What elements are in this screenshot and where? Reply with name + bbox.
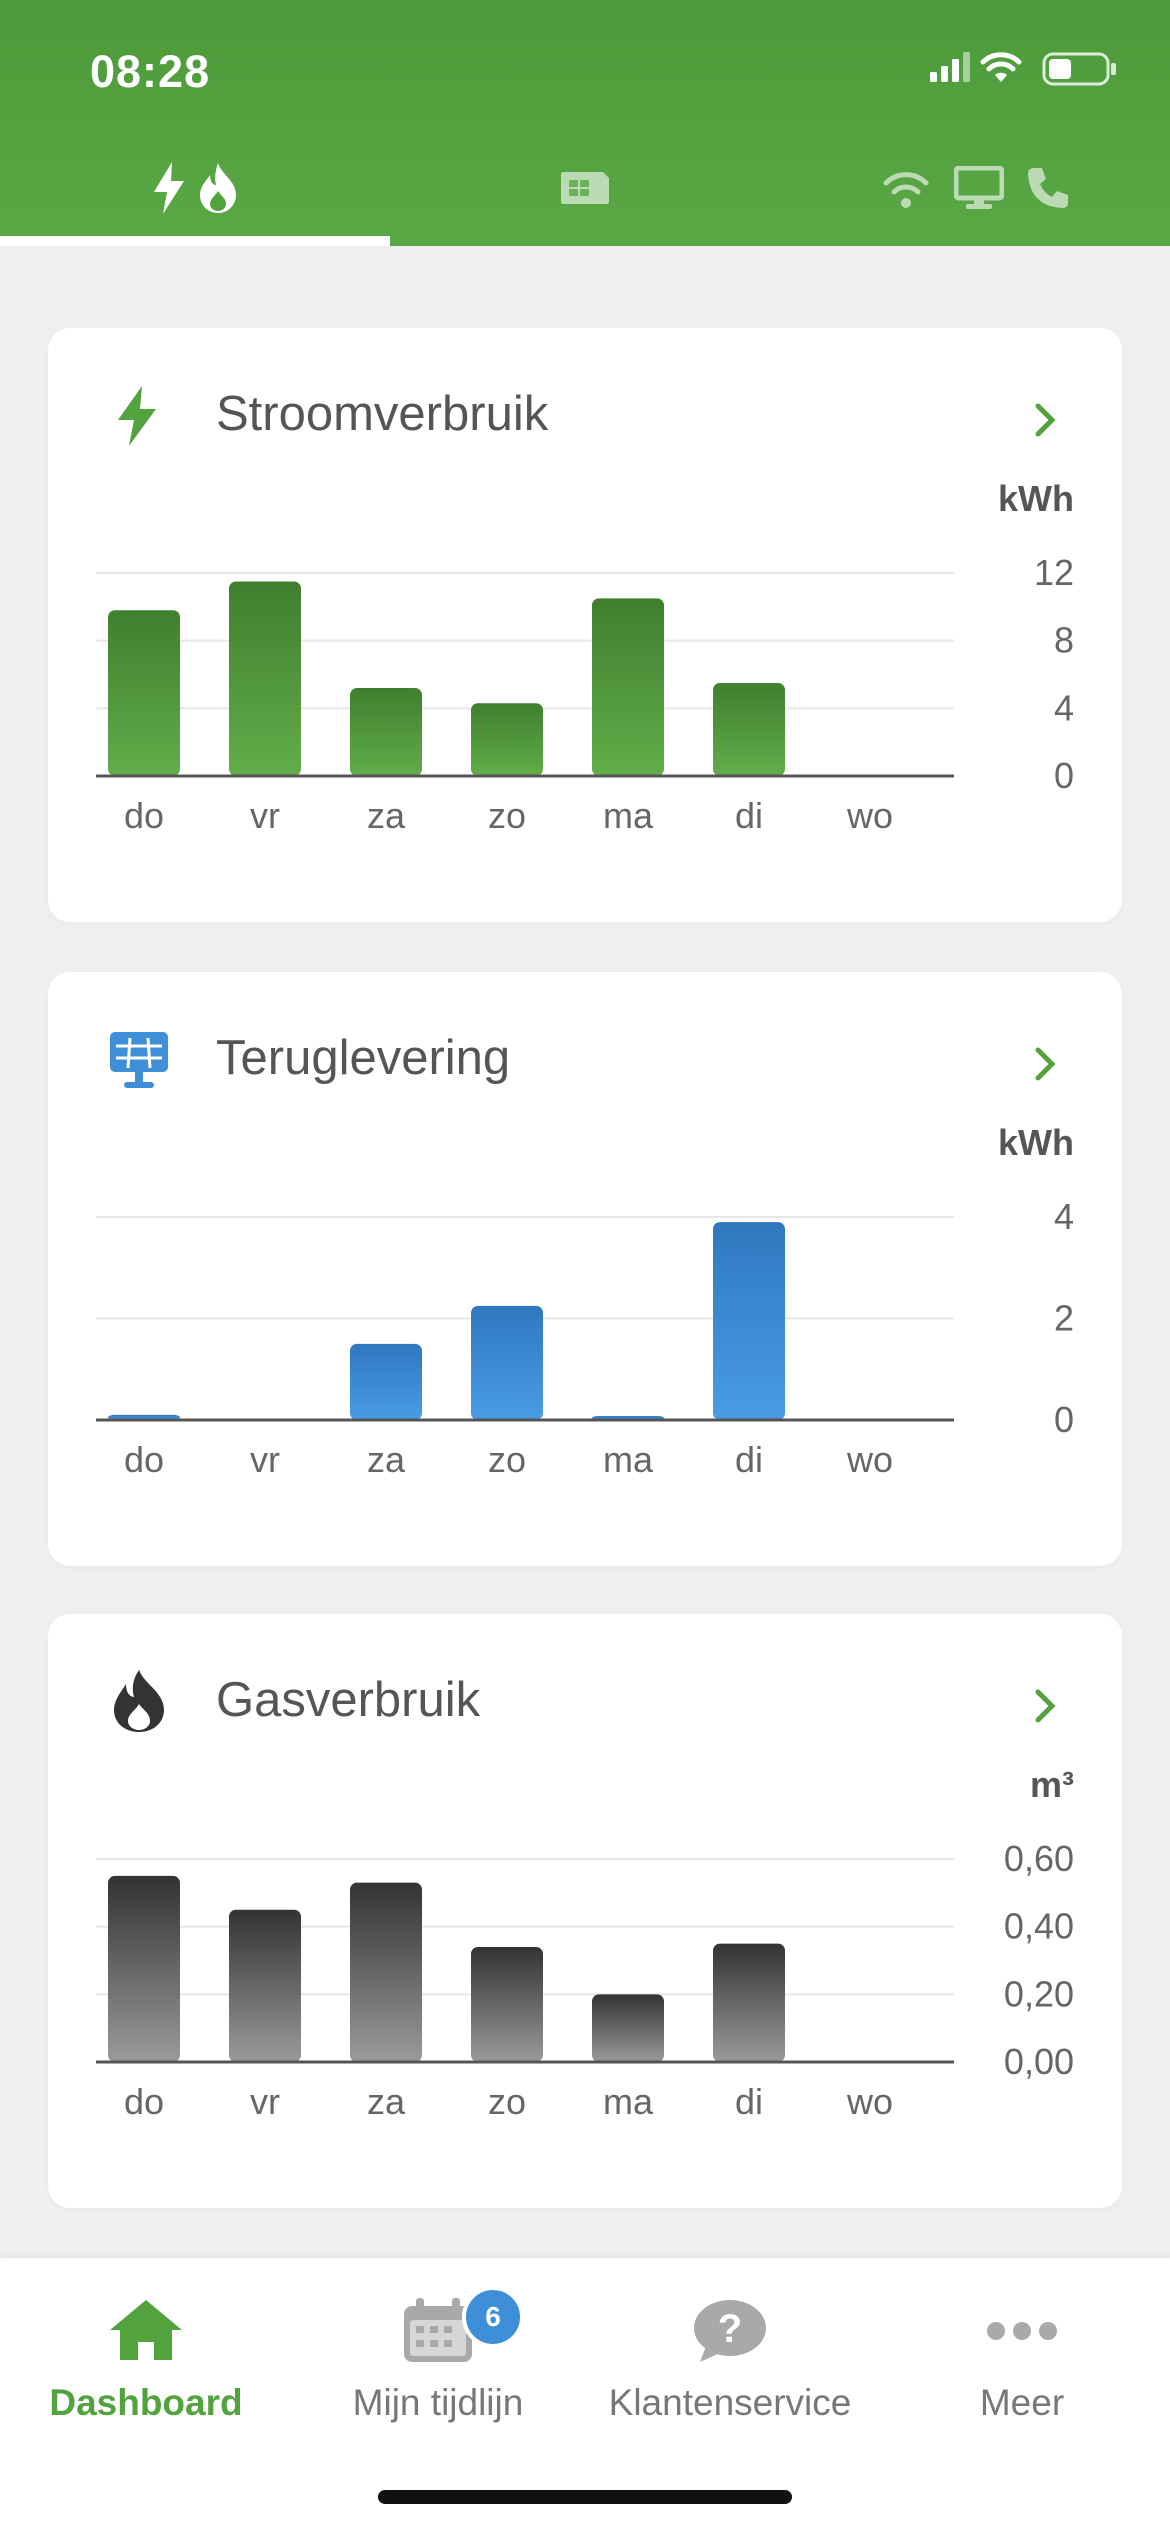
flame-icon: [114, 1670, 164, 1732]
y-tick-label: 0,20: [1004, 1973, 1074, 2014]
bolt-icon: [154, 162, 184, 214]
bolt-icon: [118, 386, 156, 446]
chart-bar: [471, 703, 543, 776]
active-tab-indicator: [0, 236, 390, 246]
y-tick-label: 4: [1054, 1196, 1074, 1237]
y-tick-label: 0,40: [1004, 1906, 1074, 1947]
nav-label: Mijn tijdlijn: [352, 2382, 524, 2423]
x-tick-label: ma: [603, 1439, 654, 1480]
tab-energy[interactable]: [0, 130, 390, 246]
x-tick-label: vr: [250, 1439, 280, 1480]
tab-internet[interactable]: [780, 130, 1170, 246]
calendar-icon: [404, 2298, 472, 2362]
x-tick-label: ma: [603, 795, 654, 836]
y-tick-label: 0: [1054, 755, 1074, 796]
chart-bar: [713, 1943, 785, 2062]
x-tick-label: ma: [603, 2081, 654, 2122]
gasverbruik-chart: 0,60 0,40 0,20 0,00 do vr za zo ma di wo: [96, 1838, 1074, 2122]
nav-klantenservice[interactable]: ? Klantenservice: [584, 2258, 876, 2458]
tab-tv[interactable]: [390, 130, 780, 246]
x-tick-label: za: [367, 795, 406, 836]
gasverbruik-card[interactable]: Gasverbruik m³ 0,60 0,40 0,20 0,00 do vr za zo m…: [48, 1614, 1122, 2208]
category-tabs: [0, 130, 1170, 246]
y-tick-label: 0,00: [1004, 2041, 1074, 2082]
y-tick-label: 4: [1054, 687, 1074, 728]
teruglevering-card[interactable]: Teruglevering kWh 4 2 0 do vr za zo ma di wo: [48, 972, 1122, 1566]
nav-label: Klantenservice: [608, 2382, 852, 2423]
y-tick-label: 2: [1054, 1298, 1074, 1339]
status-time: 08:28: [90, 46, 211, 97]
nav-dashboard[interactable]: Dashboard: [0, 2258, 292, 2458]
chart-bar: [471, 1305, 543, 1420]
cellular-signal-icon: [930, 52, 970, 82]
y-tick-label: 0: [1054, 1399, 1074, 1440]
x-tick-label: vr: [250, 795, 280, 836]
wifi-status-icon: [980, 52, 1022, 82]
chart-bar: [229, 1909, 301, 2062]
wifi-icon: [883, 172, 929, 208]
smartcard-icon: [561, 172, 609, 204]
home-icon: [110, 2300, 182, 2360]
chart-bar: [592, 598, 664, 776]
unit-label: kWh: [998, 1122, 1074, 1163]
notification-badge: 6: [462, 2286, 524, 2348]
x-tick-label: do: [124, 795, 164, 836]
unit-label: m³: [1030, 1764, 1074, 1805]
card-title: Gasverbruik: [216, 1673, 481, 1727]
nav-meer[interactable]: Meer: [876, 2258, 1168, 2458]
x-tick-label: za: [367, 2081, 406, 2122]
chevron-right-icon[interactable]: [1030, 400, 1060, 440]
unit-label: kWh: [998, 478, 1074, 519]
chart-bar: [713, 1222, 785, 1420]
x-tick-label: wo: [846, 795, 893, 836]
x-tick-label: do: [124, 1439, 164, 1480]
flame-icon: [200, 163, 236, 213]
x-tick-label: vr: [250, 2081, 280, 2122]
x-tick-label: zo: [488, 2081, 526, 2122]
card-title: Stroomverbruik: [216, 387, 549, 441]
battery-icon: [1042, 52, 1116, 86]
card-title: Teruglevering: [216, 1031, 511, 1085]
x-tick-label: wo: [846, 1439, 893, 1480]
teruglevering-chart: 4 2 0 do vr za zo ma di wo: [96, 1196, 1074, 1480]
x-tick-label: di: [735, 2081, 763, 2122]
chart-bar: [229, 581, 301, 776]
x-tick-label: zo: [488, 795, 526, 836]
x-tick-label: di: [735, 795, 763, 836]
chart-bar: [350, 688, 422, 776]
solar-panel-icon: [110, 1032, 168, 1088]
nav-label: Dashboard: [49, 2382, 243, 2423]
phone-icon: [1028, 168, 1068, 208]
y-tick-label: 0,60: [1004, 1838, 1074, 1879]
stroomverbruik-card[interactable]: Stroomverbruik kWh 12 8 4 0 do vr za zo ma di wo: [48, 328, 1122, 922]
help-bubble-icon: ?: [694, 2300, 766, 2362]
nav-mijn-tijdlijn[interactable]: 6 Mijn tijdlijn: [292, 2258, 584, 2458]
x-tick-label: do: [124, 2081, 164, 2122]
monitor-icon: [954, 166, 1004, 209]
home-indicator: [378, 2490, 792, 2504]
x-tick-label: wo: [846, 2081, 893, 2122]
chart-bar: [108, 610, 180, 776]
nav-label: Meer: [979, 2382, 1065, 2423]
x-tick-label: di: [735, 1439, 763, 1480]
more-dots-icon: [987, 2322, 1057, 2340]
x-tick-label: za: [367, 1439, 406, 1480]
chevron-right-icon[interactable]: [1030, 1044, 1060, 1084]
x-tick-label: zo: [488, 1439, 526, 1480]
stroomverbruik-chart: 12 8 4 0 do vr za zo ma di wo: [96, 552, 1074, 836]
svg-text:?: ?: [718, 2307, 742, 2351]
chart-bar: [350, 1343, 422, 1420]
chart-bar: [713, 682, 785, 776]
chevron-right-icon[interactable]: [1030, 1686, 1060, 1726]
bottom-navigation: Dashboard 6 Mijn tijdlijn ? Klantenservi…: [0, 2258, 1170, 2532]
chart-bar: [592, 1994, 664, 2062]
y-tick-label: 12: [1034, 552, 1074, 593]
chart-bar: [350, 1882, 422, 2062]
top-header: 08:28: [0, 0, 1170, 246]
chart-bar: [471, 1946, 543, 2062]
y-tick-label: 8: [1054, 620, 1074, 661]
chart-bar: [108, 1875, 180, 2062]
